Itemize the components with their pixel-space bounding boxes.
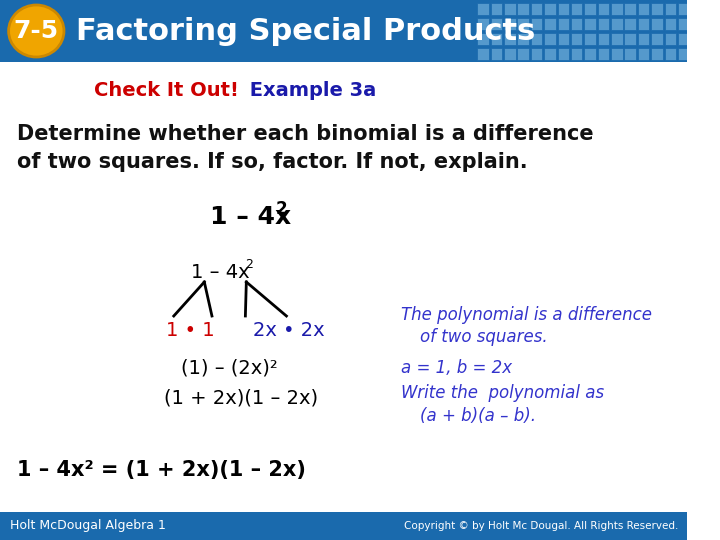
FancyBboxPatch shape [504, 48, 516, 60]
Text: Factoring Special Products: Factoring Special Products [76, 17, 536, 45]
Text: (1) – (2x)²: (1) – (2x)² [181, 359, 278, 377]
FancyBboxPatch shape [491, 18, 503, 30]
FancyBboxPatch shape [611, 48, 623, 60]
Text: Copyright © by Holt Mc Dougal. All Rights Reserved.: Copyright © by Holt Mc Dougal. All Right… [403, 521, 678, 531]
FancyBboxPatch shape [585, 48, 595, 60]
FancyBboxPatch shape [504, 3, 516, 15]
Text: 1 – 4x: 1 – 4x [210, 205, 291, 229]
FancyBboxPatch shape [544, 3, 556, 15]
FancyBboxPatch shape [477, 18, 489, 30]
FancyBboxPatch shape [571, 33, 582, 45]
Text: 2: 2 [246, 259, 253, 272]
Text: Holt McDougal Algebra 1: Holt McDougal Algebra 1 [9, 519, 166, 532]
FancyBboxPatch shape [0, 0, 688, 62]
FancyBboxPatch shape [678, 48, 689, 60]
Text: The polynomial is a difference: The polynomial is a difference [401, 306, 652, 324]
FancyBboxPatch shape [491, 48, 503, 60]
FancyBboxPatch shape [544, 18, 556, 30]
FancyBboxPatch shape [571, 48, 582, 60]
Text: 2: 2 [276, 200, 287, 218]
Text: Determine whether each binomial is a difference: Determine whether each binomial is a dif… [17, 124, 594, 144]
Text: 2x • 2x: 2x • 2x [253, 321, 325, 340]
FancyBboxPatch shape [651, 48, 662, 60]
FancyBboxPatch shape [678, 18, 689, 30]
FancyBboxPatch shape [651, 3, 662, 15]
FancyBboxPatch shape [544, 48, 556, 60]
Text: of two squares.: of two squares. [420, 328, 548, 346]
Text: (a + b)(a – b).: (a + b)(a – b). [420, 407, 536, 425]
FancyBboxPatch shape [585, 18, 595, 30]
FancyBboxPatch shape [518, 33, 529, 45]
FancyBboxPatch shape [665, 48, 676, 60]
Text: of two squares. If so, factor. If not, explain.: of two squares. If so, factor. If not, e… [17, 152, 528, 172]
FancyBboxPatch shape [678, 33, 689, 45]
FancyBboxPatch shape [665, 3, 676, 15]
FancyBboxPatch shape [557, 18, 569, 30]
FancyBboxPatch shape [477, 48, 489, 60]
FancyBboxPatch shape [504, 18, 516, 30]
FancyBboxPatch shape [585, 3, 595, 15]
FancyBboxPatch shape [611, 3, 623, 15]
FancyBboxPatch shape [585, 33, 595, 45]
FancyBboxPatch shape [557, 33, 569, 45]
FancyBboxPatch shape [598, 18, 609, 30]
FancyBboxPatch shape [571, 3, 582, 15]
FancyBboxPatch shape [531, 48, 542, 60]
FancyBboxPatch shape [491, 3, 503, 15]
FancyBboxPatch shape [678, 3, 689, 15]
FancyBboxPatch shape [638, 33, 649, 45]
Text: 1 • 1: 1 • 1 [166, 321, 215, 340]
FancyBboxPatch shape [665, 33, 676, 45]
FancyBboxPatch shape [531, 18, 542, 30]
FancyBboxPatch shape [651, 18, 662, 30]
FancyBboxPatch shape [598, 3, 609, 15]
FancyBboxPatch shape [598, 33, 609, 45]
Text: 7-5: 7-5 [14, 19, 59, 43]
FancyBboxPatch shape [477, 33, 489, 45]
Ellipse shape [9, 5, 64, 57]
FancyBboxPatch shape [557, 3, 569, 15]
FancyBboxPatch shape [651, 33, 662, 45]
FancyBboxPatch shape [611, 18, 623, 30]
FancyBboxPatch shape [0, 512, 688, 540]
Text: Example 3a: Example 3a [243, 80, 376, 99]
FancyBboxPatch shape [624, 3, 636, 15]
FancyBboxPatch shape [531, 3, 542, 15]
Text: (1 + 2x)(1 – 2x): (1 + 2x)(1 – 2x) [164, 388, 318, 408]
FancyBboxPatch shape [624, 18, 636, 30]
Text: 1 – 4x² = (1 + 2x)(1 – 2x): 1 – 4x² = (1 + 2x)(1 – 2x) [17, 460, 306, 480]
Text: Check It Out!: Check It Out! [94, 80, 239, 99]
FancyBboxPatch shape [518, 3, 529, 15]
FancyBboxPatch shape [571, 18, 582, 30]
FancyBboxPatch shape [638, 48, 649, 60]
FancyBboxPatch shape [518, 18, 529, 30]
FancyBboxPatch shape [638, 18, 649, 30]
FancyBboxPatch shape [518, 48, 529, 60]
Text: a = 1, b = 2x: a = 1, b = 2x [401, 359, 512, 377]
FancyBboxPatch shape [544, 33, 556, 45]
FancyBboxPatch shape [624, 48, 636, 60]
FancyBboxPatch shape [531, 33, 542, 45]
FancyBboxPatch shape [557, 48, 569, 60]
FancyBboxPatch shape [504, 33, 516, 45]
FancyBboxPatch shape [638, 3, 649, 15]
Text: 1 – 4x: 1 – 4x [191, 262, 250, 281]
Text: Write the  polynomial as: Write the polynomial as [401, 384, 604, 402]
FancyBboxPatch shape [477, 3, 489, 15]
FancyBboxPatch shape [665, 18, 676, 30]
FancyBboxPatch shape [611, 33, 623, 45]
FancyBboxPatch shape [598, 48, 609, 60]
FancyBboxPatch shape [491, 33, 503, 45]
FancyBboxPatch shape [624, 33, 636, 45]
